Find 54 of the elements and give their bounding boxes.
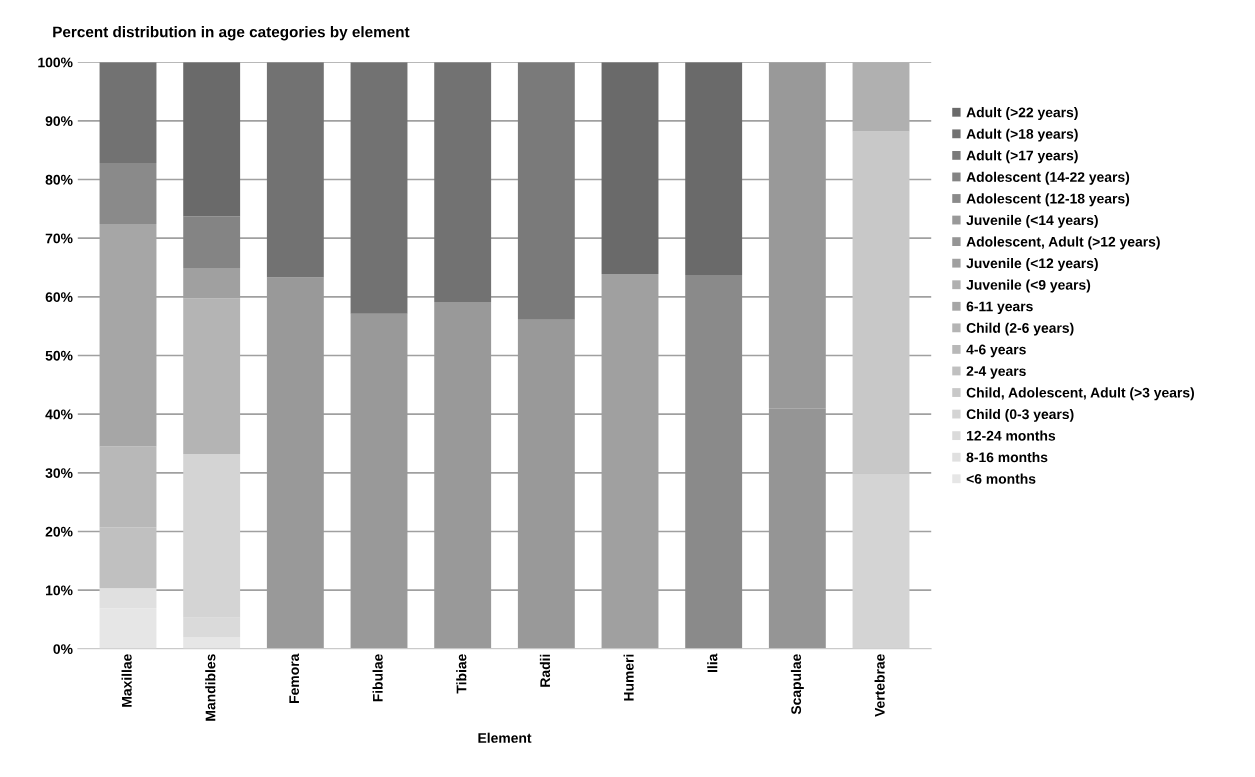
- y-tick-label: 100%: [38, 57, 73, 68]
- legend-label: Adolescent, Adult (>12 years): [966, 236, 1160, 250]
- x-axis-title: Element: [478, 732, 532, 743]
- legend-label: Child (2-6 years): [966, 322, 1074, 336]
- bar: [183, 298, 241, 455]
- x-tick-label: Ilia: [707, 653, 718, 673]
- bar: [183, 216, 241, 269]
- x-tick-label: Fibulae: [372, 654, 383, 702]
- y-tick-label: 30%: [45, 468, 73, 478]
- legend-label: 12-24 months: [967, 430, 1056, 441]
- legend-label: 8-16 months: [966, 452, 1048, 463]
- y-tick-label: 90%: [45, 116, 73, 126]
- bar: [183, 62, 241, 217]
- legend-label: 4-6 years: [966, 344, 1026, 358]
- bar: [350, 62, 408, 314]
- bar: [685, 62, 743, 276]
- chart-title: Percent distribution in age categories by element: [53, 26, 410, 41]
- y-tick-label: 50%: [45, 350, 73, 361]
- legend-label: Adult (>17 years): [966, 150, 1078, 164]
- bar: [434, 62, 492, 303]
- x-tick-label: Mandibles: [205, 654, 216, 721]
- x-tick-label: Femora: [289, 653, 300, 703]
- y-tick-label: 20%: [45, 526, 73, 537]
- x-tick-label: Humeri: [623, 654, 634, 701]
- x-tick-label: Vertebrae: [874, 654, 885, 717]
- x-tick-label: Maxillae: [121, 654, 132, 707]
- bar: [266, 62, 324, 278]
- bar: [685, 275, 743, 649]
- legend-label: 2-4 years: [966, 366, 1026, 379]
- legend-label: Adolescent (14-22 years): [966, 171, 1130, 185]
- y-tick-label: 0%: [53, 644, 73, 654]
- x-tick-label: Radii: [539, 654, 551, 687]
- legend-label: Adolescent (12-18 years): [966, 193, 1130, 207]
- legend-label: <6 months: [966, 473, 1036, 484]
- y-tick-label: 10%: [46, 585, 73, 596]
- y-tick-label: 40%: [45, 409, 73, 420]
- legend-label: Adult (>22 years): [966, 107, 1078, 121]
- x-tick-label: Scapulae: [790, 654, 804, 715]
- legend-label: Adult (>18 years): [966, 128, 1078, 142]
- legend-label: Child (0-3 years): [966, 408, 1074, 422]
- y-tick-label: 70%: [45, 233, 73, 244]
- legend-label: Juvenile (<9 years): [966, 279, 1091, 293]
- legend-label: 6-11 years: [966, 301, 1033, 315]
- x-tick-label: Tibiae: [456, 654, 467, 694]
- bar: [99, 62, 157, 164]
- bar: [517, 62, 575, 320]
- y-tick-label: 80%: [45, 174, 73, 185]
- y-tick-label: 60%: [45, 292, 73, 302]
- legend-label: Juvenile (<12 years): [966, 258, 1098, 271]
- bar: [99, 163, 157, 225]
- bar: [601, 62, 659, 274]
- bar: [852, 62, 910, 132]
- legend-label: Juvenile (<14 years): [966, 214, 1098, 228]
- legend-label: Child, Adolescent, Adult (>3 years): [966, 387, 1194, 401]
